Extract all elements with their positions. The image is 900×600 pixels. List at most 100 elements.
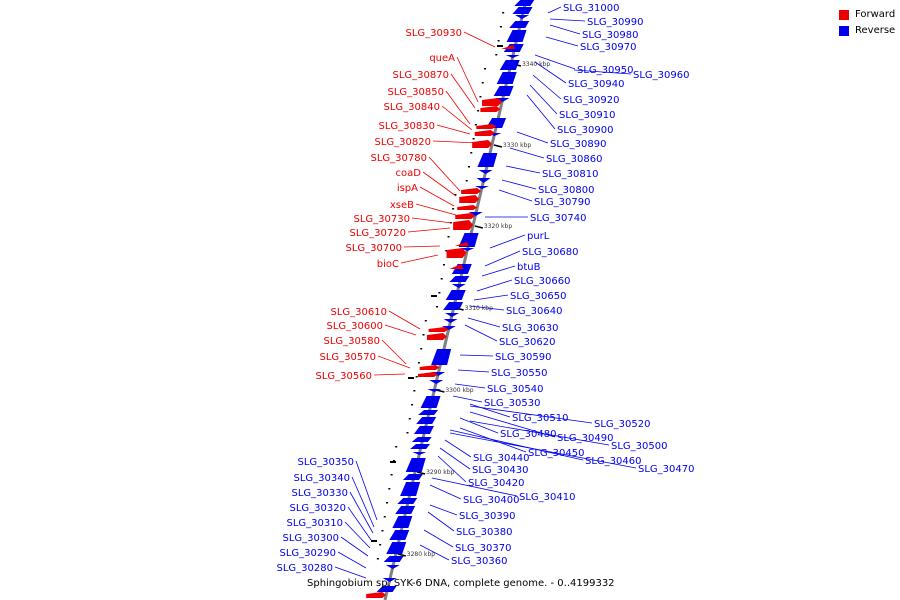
gene-label-slg-30320: SLG_30320 (290, 503, 346, 514)
gene-leader-line (459, 354, 494, 357)
gene-leader-line (381, 339, 407, 365)
forward-gene-block (417, 372, 438, 377)
reverse-gene-block (476, 178, 491, 183)
gene-leader-line (516, 131, 549, 144)
gene-label-slg-30460: SLG_30460 (585, 456, 641, 467)
feature-dash (390, 461, 396, 463)
forward-gene-block (446, 248, 467, 258)
feature-tick (408, 418, 411, 420)
gene-label-slg-30380: SLG_30380 (456, 527, 512, 538)
axis-tick (474, 225, 484, 229)
gene-leader-line (403, 245, 441, 248)
gene-label-slg-30970: SLG_30970 (580, 42, 636, 53)
gene-leader-line (423, 529, 454, 548)
reverse-gene-block (389, 530, 410, 540)
feature-tick (422, 334, 425, 336)
legend-label-forward: Forward (855, 9, 896, 20)
gene-label-slg-30410: SLG_30410 (519, 492, 575, 503)
feature-tick (395, 446, 398, 448)
gene-label-bioc: bioC (377, 259, 399, 270)
gene-label-slg-30470: SLG_30470 (638, 464, 694, 475)
gene-leader-line (529, 84, 558, 115)
gene-leader-line (437, 455, 467, 483)
gene-leader-line (429, 484, 462, 500)
feature-tick (376, 558, 379, 560)
axis-tick-label: 3310 kbp (465, 305, 493, 312)
axis-tick (493, 144, 503, 148)
gene-label-slg-30890: SLG_30890 (550, 139, 606, 150)
forward-gene-block (480, 106, 501, 112)
gene-leader-line (464, 324, 498, 342)
feature-tick (465, 180, 468, 182)
feature-tick (447, 236, 450, 238)
feature-tick (472, 138, 475, 140)
gene-label-slg-30600: SLG_30600 (327, 321, 383, 332)
gene-label-slg-30840: SLG_30840 (384, 102, 440, 113)
gene-label-slg-30300: SLG_30300 (283, 533, 339, 544)
gene-leader-line (340, 536, 369, 557)
feature-tick (415, 376, 418, 378)
feature-dash (497, 45, 503, 47)
reverse-gene-block (493, 86, 514, 96)
gene-leader-line (427, 511, 455, 532)
gene-label-slg-30930: SLG_30930 (406, 28, 462, 39)
gene-label-slg-30540: SLG_30540 (487, 384, 543, 395)
gene-leader-line (501, 179, 537, 190)
gene-label-slg-30650: SLG_30650 (510, 291, 566, 302)
forward-gene-block (419, 365, 440, 370)
gene-leader-line (432, 140, 479, 144)
gene-label-slg-30280: SLG_30280 (277, 563, 333, 574)
gene-label-quea: queA (429, 53, 455, 64)
gene-label-slg-30620: SLG_30620 (499, 337, 555, 348)
reverse-gene-block (392, 516, 413, 528)
reverse-gene-block (429, 380, 444, 384)
legend-swatch-reverse (839, 26, 849, 36)
genome-caption: Sphingobium sp. SYK-6 DNA, complete geno… (307, 578, 615, 589)
feature-tick (381, 530, 384, 532)
gene-label-slg-30430: SLG_30430 (472, 465, 528, 476)
gene-label-coad: coaD (396, 168, 422, 179)
reverse-gene-block (418, 410, 439, 415)
gene-leader-line (441, 105, 473, 131)
feature-dash (431, 295, 437, 297)
forward-gene-block (474, 130, 495, 136)
gene-leader-line (473, 294, 509, 301)
gene-leader-line (469, 403, 511, 418)
reverse-gene-block (413, 426, 434, 434)
gene-label-slg-30720: SLG_30720 (350, 228, 406, 239)
gene-label-slg-30740: SLG_30740 (530, 213, 586, 224)
gene-leader-line (484, 250, 521, 267)
gene-label-slg-30400: SLG_30400 (463, 495, 519, 506)
gene-label-slg-30900: SLG_30900 (557, 125, 613, 136)
gene-leader-line (505, 165, 541, 174)
gene-leader-line (351, 476, 375, 528)
gene-label-slg-30350: SLG_30350 (298, 457, 354, 468)
gene-leader-line (549, 18, 586, 22)
gene-label-xseb: xseB (390, 200, 414, 211)
gene-leader-line (456, 56, 479, 103)
forward-gene-block (453, 220, 474, 230)
feature-tick (497, 40, 500, 42)
gene-label-slg-30480: SLG_30480 (500, 429, 556, 440)
gene-leader-line (373, 373, 406, 376)
axis-tick-label: 3340 kbp (522, 61, 550, 68)
feature-tick (481, 82, 484, 84)
gene-label-slg-30920: SLG_30920 (563, 95, 619, 106)
reverse-gene-block (514, 0, 535, 6)
gene-label-slg-30850: SLG_30850 (388, 87, 444, 98)
gene-label-slg-30360: SLG_30360 (451, 556, 507, 567)
reverse-gene-block (468, 212, 483, 216)
gene-leader-line (509, 147, 545, 159)
reverse-gene-block (460, 248, 475, 251)
feature-tick (467, 166, 470, 168)
gene-label-slg-30780: SLG_30780 (371, 153, 427, 164)
gene-label-slg-30390: SLG_30390 (459, 511, 515, 522)
reverse-gene-block (400, 482, 421, 496)
reverse-gene-block (431, 349, 452, 365)
reverse-gene-block (451, 284, 466, 288)
gene-label-slg-30500: SLG_30500 (611, 441, 667, 452)
forward-gene-block (428, 327, 449, 332)
feature-tick (474, 124, 477, 126)
gene-leader-line (428, 156, 461, 192)
